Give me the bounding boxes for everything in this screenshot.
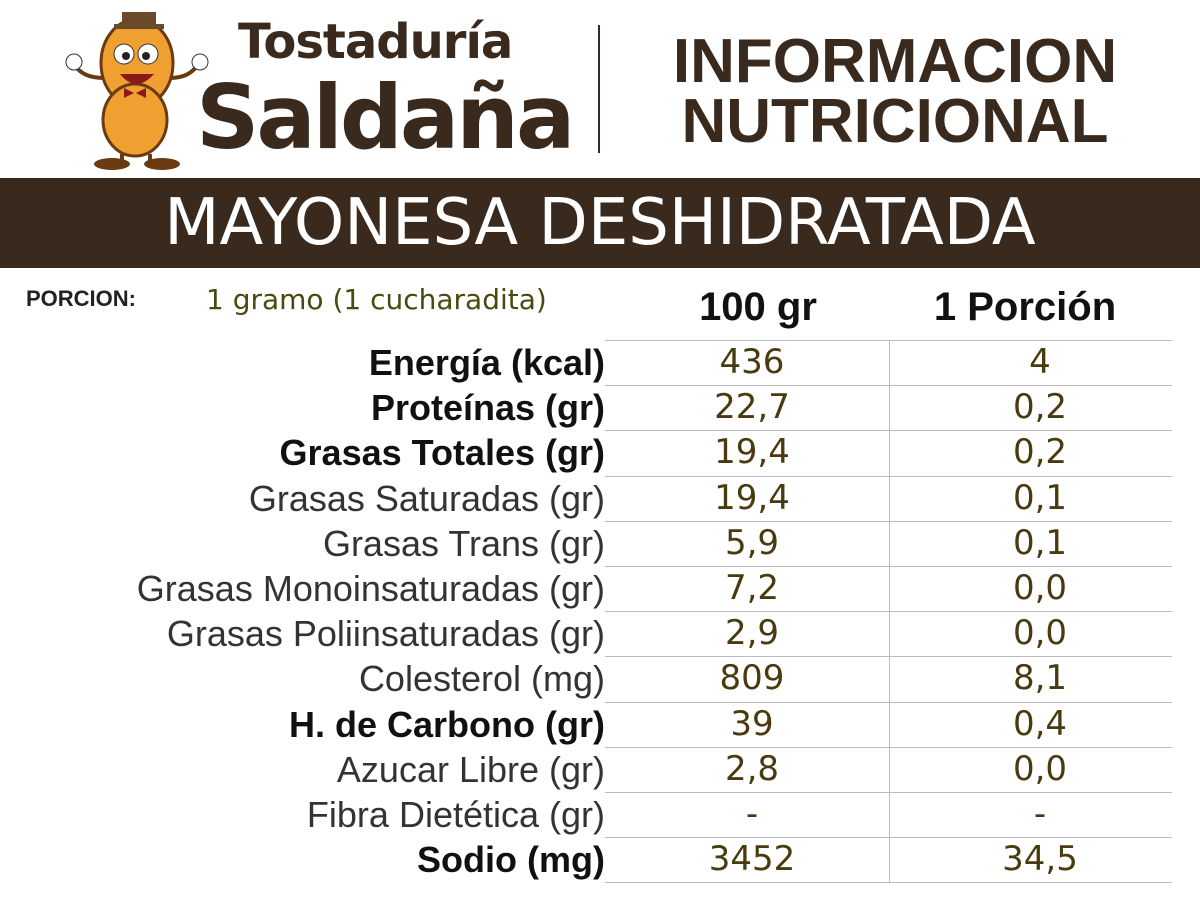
cell: 436 [719, 342, 785, 382]
row-line [605, 340, 1172, 341]
row-line [605, 882, 1172, 884]
row-line [605, 701, 1172, 703]
cell: 7,2 [724, 568, 780, 608]
row-label: Grasas Saturadas (gr) [248, 477, 605, 519]
row-label: H. de Carbono (gr) [289, 703, 605, 745]
row-label: Fibra Dietética (gr) [306, 794, 605, 835]
row-line [605, 430, 1172, 432]
title: NUTRICIONAL [681, 87, 1109, 156]
row-label: Grasas Monoinsaturadas (gr) [136, 568, 605, 609]
cell: - [745, 794, 759, 834]
cell: 0,1 [1012, 477, 1068, 518]
cell: 809 [719, 658, 785, 699]
cell: - [1033, 794, 1047, 834]
row-line [605, 566, 1172, 567]
row-line [605, 385, 1172, 387]
row-label: Azucar Libre (gr) [336, 748, 605, 790]
column-header: 1 Porción [933, 285, 1117, 329]
row-line [605, 656, 1172, 658]
cell: 0,2 [1012, 387, 1068, 428]
portion-label: PORCION: [26, 286, 136, 311]
column-header: 100 gr [699, 285, 817, 329]
cell: 8,1 [1012, 658, 1068, 699]
product-name: MAYONESA DESHIDRATADA [164, 186, 1036, 260]
row-label: Grasas Totales (gr) [279, 432, 605, 474]
row-label: Grasas Trans (gr) [322, 522, 605, 564]
product-band [0, 178, 1200, 268]
cell: 34,5 [1002, 839, 1078, 880]
cell: 4 [1029, 342, 1051, 382]
brand-top: Tostaduría [238, 14, 513, 70]
cell: 0,0 [1012, 568, 1068, 608]
row-line [605, 746, 1172, 748]
title: INFORMACION [672, 27, 1118, 96]
portion-value: 1 gramo (1 cucharadita) [206, 283, 547, 316]
row-line [605, 837, 1172, 839]
cell: 0,0 [1012, 748, 1068, 789]
cell: 19,4 [714, 432, 790, 473]
row-label: Energía (kcal) [368, 342, 605, 383]
row-label: Proteínas (gr) [370, 387, 605, 429]
row-label: Sodio (mg) [417, 839, 605, 881]
cell: 39 [730, 703, 774, 744]
row-line [605, 475, 1172, 477]
row-line [605, 520, 1172, 522]
row-line [605, 611, 1172, 613]
cell: 0,2 [1012, 432, 1068, 473]
cell: 22,7 [714, 387, 790, 428]
row-label: Grasas Poliinsaturadas (gr) [166, 613, 605, 655]
cell: 2,9 [724, 613, 780, 654]
cell: 3452 [708, 839, 796, 880]
cell: 19,4 [714, 477, 790, 518]
mascot [65, 12, 209, 170]
row-label: Colesterol (mg) [358, 658, 605, 700]
column-divider [889, 340, 890, 882]
cell: 2,8 [724, 748, 780, 789]
cell: 0,0 [1012, 613, 1068, 654]
cell: 0,4 [1012, 703, 1068, 744]
divider [598, 25, 600, 153]
brand-main: Saldaña [196, 66, 575, 169]
cell: 0,1 [1012, 522, 1068, 563]
row-line [605, 792, 1172, 793]
cell: 5,9 [724, 522, 780, 563]
